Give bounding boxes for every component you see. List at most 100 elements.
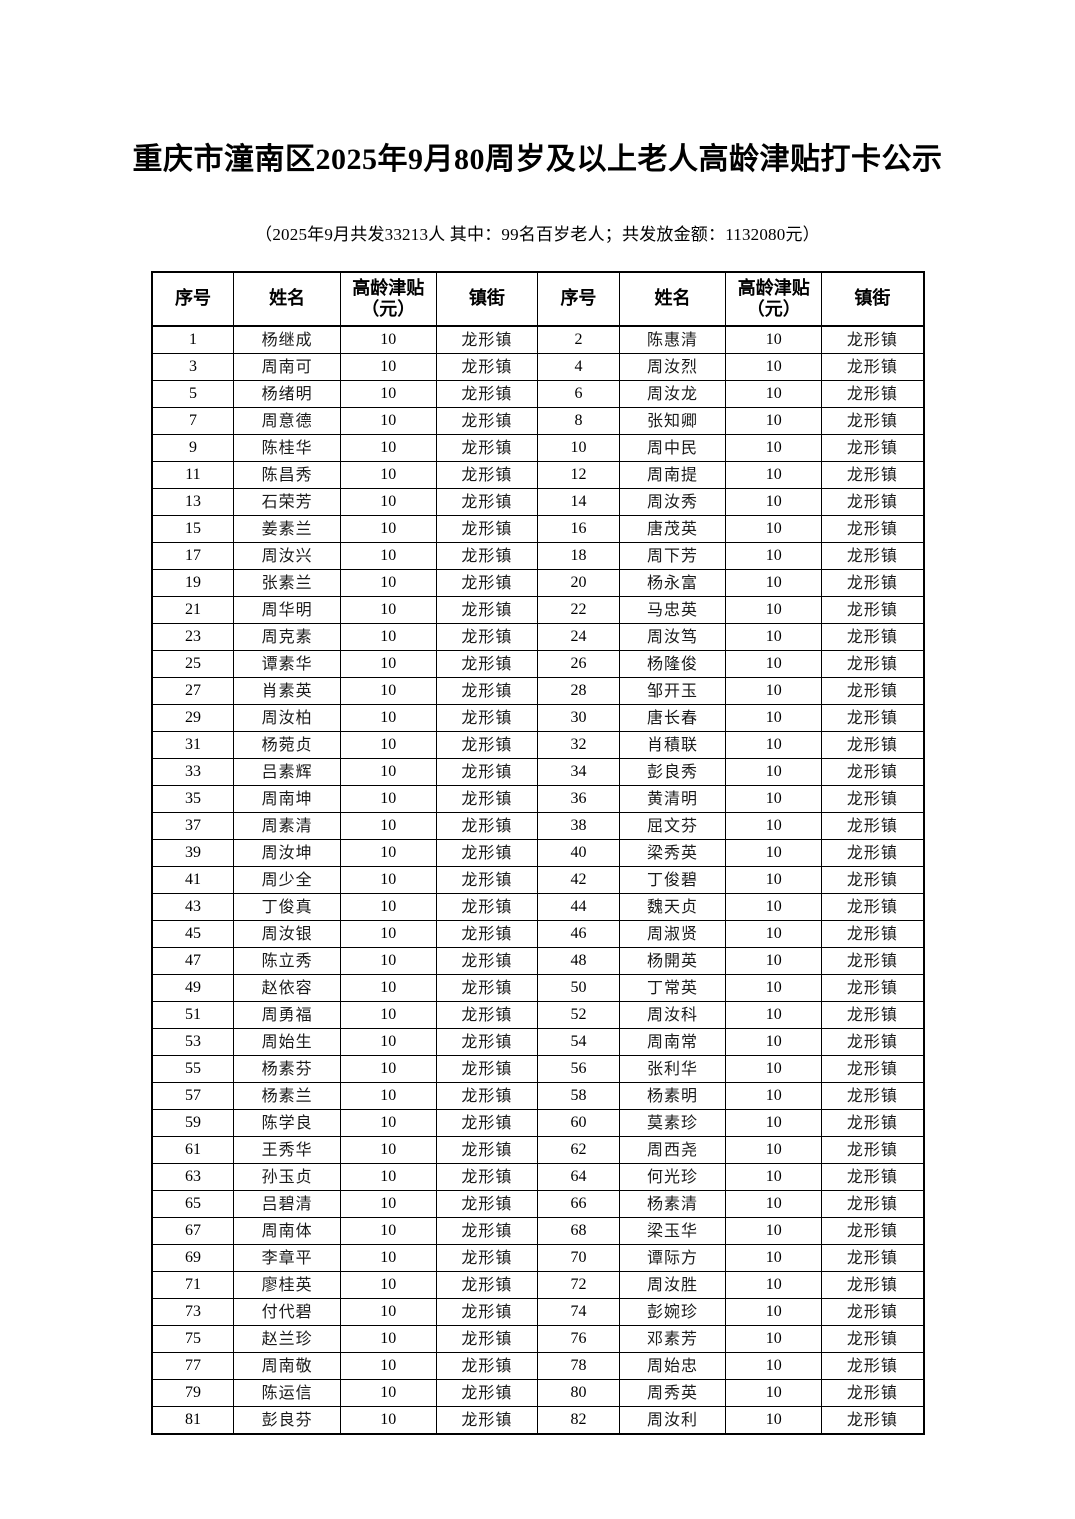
cell-allowance-right: 10 <box>725 1216 823 1245</box>
cell-allowance-right: 10 <box>725 946 823 975</box>
cell-index-right: 78 <box>536 1351 620 1380</box>
cell-town-left: 龙形镇 <box>435 433 538 462</box>
cell-town-left: 龙形镇 <box>435 1000 538 1029</box>
cell-allowance-right: 10 <box>725 649 823 678</box>
cell-name-right: 莫素珍 <box>618 1108 727 1137</box>
cell-town-left: 龙形镇 <box>435 1108 538 1137</box>
cell-allowance-right: 10 <box>725 325 823 354</box>
table-row: 51 周勇福 10 龙形镇 52 周汝科 10 龙形镇 <box>150 1000 924 1029</box>
cell-name-left: 李章平 <box>233 1243 341 1272</box>
cell-name-right: 周南常 <box>618 1027 727 1056</box>
cell-index-right: 76 <box>536 1324 620 1353</box>
cell-allowance-left: 10 <box>339 325 437 354</box>
cell-town-left: 龙形镇 <box>435 730 538 759</box>
cell-index-left: 27 <box>150 676 235 705</box>
cell-allowance-left: 10 <box>339 1216 437 1245</box>
cell-town-right: 龙形镇 <box>821 973 924 1002</box>
cell-allowance-left: 10 <box>339 568 437 597</box>
cell-allowance-left: 10 <box>339 784 437 813</box>
cell-allowance-right: 10 <box>725 1054 823 1083</box>
cell-index-right: 26 <box>536 649 620 678</box>
cell-name-left: 张素兰 <box>233 568 341 597</box>
cell-town-right: 龙形镇 <box>821 1189 924 1218</box>
table-row: 63 孙玉贞 10 龙形镇 64 何光珍 10 龙形镇 <box>150 1162 924 1191</box>
table-row: 21 周华明 10 龙形镇 22 马忠英 10 龙形镇 <box>150 595 924 624</box>
cell-name-right: 杨素清 <box>618 1189 727 1218</box>
column-header-town-left: 镇街 <box>435 271 538 327</box>
cell-town-left: 龙形镇 <box>435 406 538 435</box>
column-header-town-right: 镇街 <box>821 271 924 327</box>
table-row: 7 周意德 10 龙形镇 8 张知卿 10 龙形镇 <box>150 406 924 435</box>
cell-town-right: 龙形镇 <box>821 622 924 651</box>
cell-index-left: 37 <box>150 811 235 840</box>
cell-allowance-left: 10 <box>339 460 437 489</box>
cell-index-left: 31 <box>150 730 235 759</box>
cell-town-left: 龙形镇 <box>435 595 538 624</box>
cell-index-left: 41 <box>150 865 235 894</box>
cell-allowance-left: 10 <box>339 541 437 570</box>
cell-name-left: 吕碧清 <box>233 1189 341 1218</box>
cell-allowance-right: 10 <box>725 1270 823 1299</box>
cell-allowance-right: 10 <box>725 838 823 867</box>
cell-allowance-left: 10 <box>339 1243 437 1272</box>
cell-index-right: 60 <box>536 1108 620 1137</box>
table-row: 15 姜素兰 10 龙形镇 16 唐茂英 10 龙形镇 <box>150 514 924 543</box>
cell-index-left: 67 <box>150 1216 235 1245</box>
cell-town-left: 龙形镇 <box>435 811 538 840</box>
cell-allowance-right: 10 <box>725 1243 823 1272</box>
cell-allowance-left: 10 <box>339 811 437 840</box>
table-row: 65 吕碧清 10 龙形镇 66 杨素清 10 龙形镇 <box>150 1189 924 1218</box>
table-header: 序号 姓名 高龄津贴 （元） 镇街 序号 姓名 高龄津贴 （元） 镇街 <box>150 271 924 327</box>
cell-name-right: 张知卿 <box>618 406 727 435</box>
cell-name-right: 黄清明 <box>618 784 727 813</box>
cell-name-right: 周汝秀 <box>618 487 727 516</box>
cell-allowance-left: 10 <box>339 406 437 435</box>
cell-index-left: 9 <box>150 433 235 462</box>
cell-index-left: 39 <box>150 838 235 867</box>
document-summary-line: （2025年9月共发33213人 其中：99名百岁老人；共发放金额：113208… <box>255 224 820 244</box>
table-row: 75 赵兰珍 10 龙形镇 76 邓素芳 10 龙形镇 <box>150 1324 924 1353</box>
cell-town-right: 龙形镇 <box>821 379 924 408</box>
cell-name-right: 何光珍 <box>618 1162 727 1191</box>
cell-name-right: 梁玉华 <box>618 1216 727 1245</box>
cell-town-right: 龙形镇 <box>821 757 924 786</box>
cell-index-right: 12 <box>536 460 620 489</box>
cell-name-right: 邓素芳 <box>618 1324 727 1353</box>
cell-index-right: 40 <box>536 838 620 867</box>
cell-town-right: 龙形镇 <box>821 649 924 678</box>
cell-town-right: 龙形镇 <box>821 406 924 435</box>
cell-town-right: 龙形镇 <box>821 568 924 597</box>
table-row: 31 杨菀贞 10 龙形镇 32 肖積联 10 龙形镇 <box>150 730 924 759</box>
cell-name-right: 唐长春 <box>618 703 727 732</box>
cell-allowance-right: 10 <box>725 811 823 840</box>
cell-name-left: 周南敬 <box>233 1351 341 1380</box>
cell-index-left: 77 <box>150 1351 235 1380</box>
column-header-name-right: 姓名 <box>618 271 727 327</box>
cell-town-left: 龙形镇 <box>435 568 538 597</box>
cell-town-left: 龙形镇 <box>435 649 538 678</box>
cell-index-right: 52 <box>536 1000 620 1029</box>
cell-name-right: 丁俊碧 <box>618 865 727 894</box>
allowance-header-line2: （元） <box>746 298 801 319</box>
cell-index-right: 38 <box>536 811 620 840</box>
cell-name-right: 唐茂英 <box>618 514 727 543</box>
cell-name-right: 周秀英 <box>618 1378 727 1407</box>
cell-index-left: 43 <box>150 892 235 921</box>
cell-town-left: 龙形镇 <box>435 1405 538 1434</box>
cell-allowance-right: 10 <box>725 1162 823 1191</box>
cell-allowance-left: 10 <box>339 1027 437 1056</box>
cell-index-left: 57 <box>150 1081 235 1110</box>
cell-town-right: 龙形镇 <box>821 433 924 462</box>
cell-town-left: 龙形镇 <box>435 622 538 651</box>
cell-allowance-left: 10 <box>339 892 437 921</box>
cell-index-right: 32 <box>536 730 620 759</box>
table-row: 37 周素清 10 龙形镇 38 屈文芬 10 龙形镇 <box>150 811 924 840</box>
cell-index-right: 4 <box>536 352 620 381</box>
table-row: 61 王秀华 10 龙形镇 62 周西尧 10 龙形镇 <box>150 1135 924 1164</box>
cell-town-right: 龙形镇 <box>821 811 924 840</box>
cell-name-right: 张利华 <box>618 1054 727 1083</box>
allowance-header-line2: （元） <box>361 298 416 319</box>
roster-table-container: 序号 姓名 高龄津贴 （元） 镇街 序号 姓名 高龄津贴 （元） 镇街 1 杨继成 10… <box>150 245 925 1435</box>
cell-town-left: 龙形镇 <box>435 973 538 1002</box>
cell-index-left: 53 <box>150 1027 235 1056</box>
